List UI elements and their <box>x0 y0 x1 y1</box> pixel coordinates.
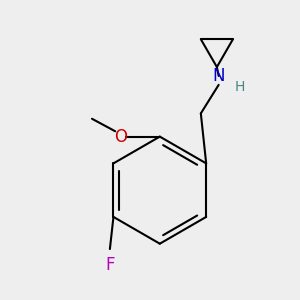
Text: O: O <box>114 128 127 146</box>
Text: F: F <box>105 256 115 274</box>
Text: H: H <box>235 80 245 94</box>
Text: N: N <box>212 67 225 85</box>
